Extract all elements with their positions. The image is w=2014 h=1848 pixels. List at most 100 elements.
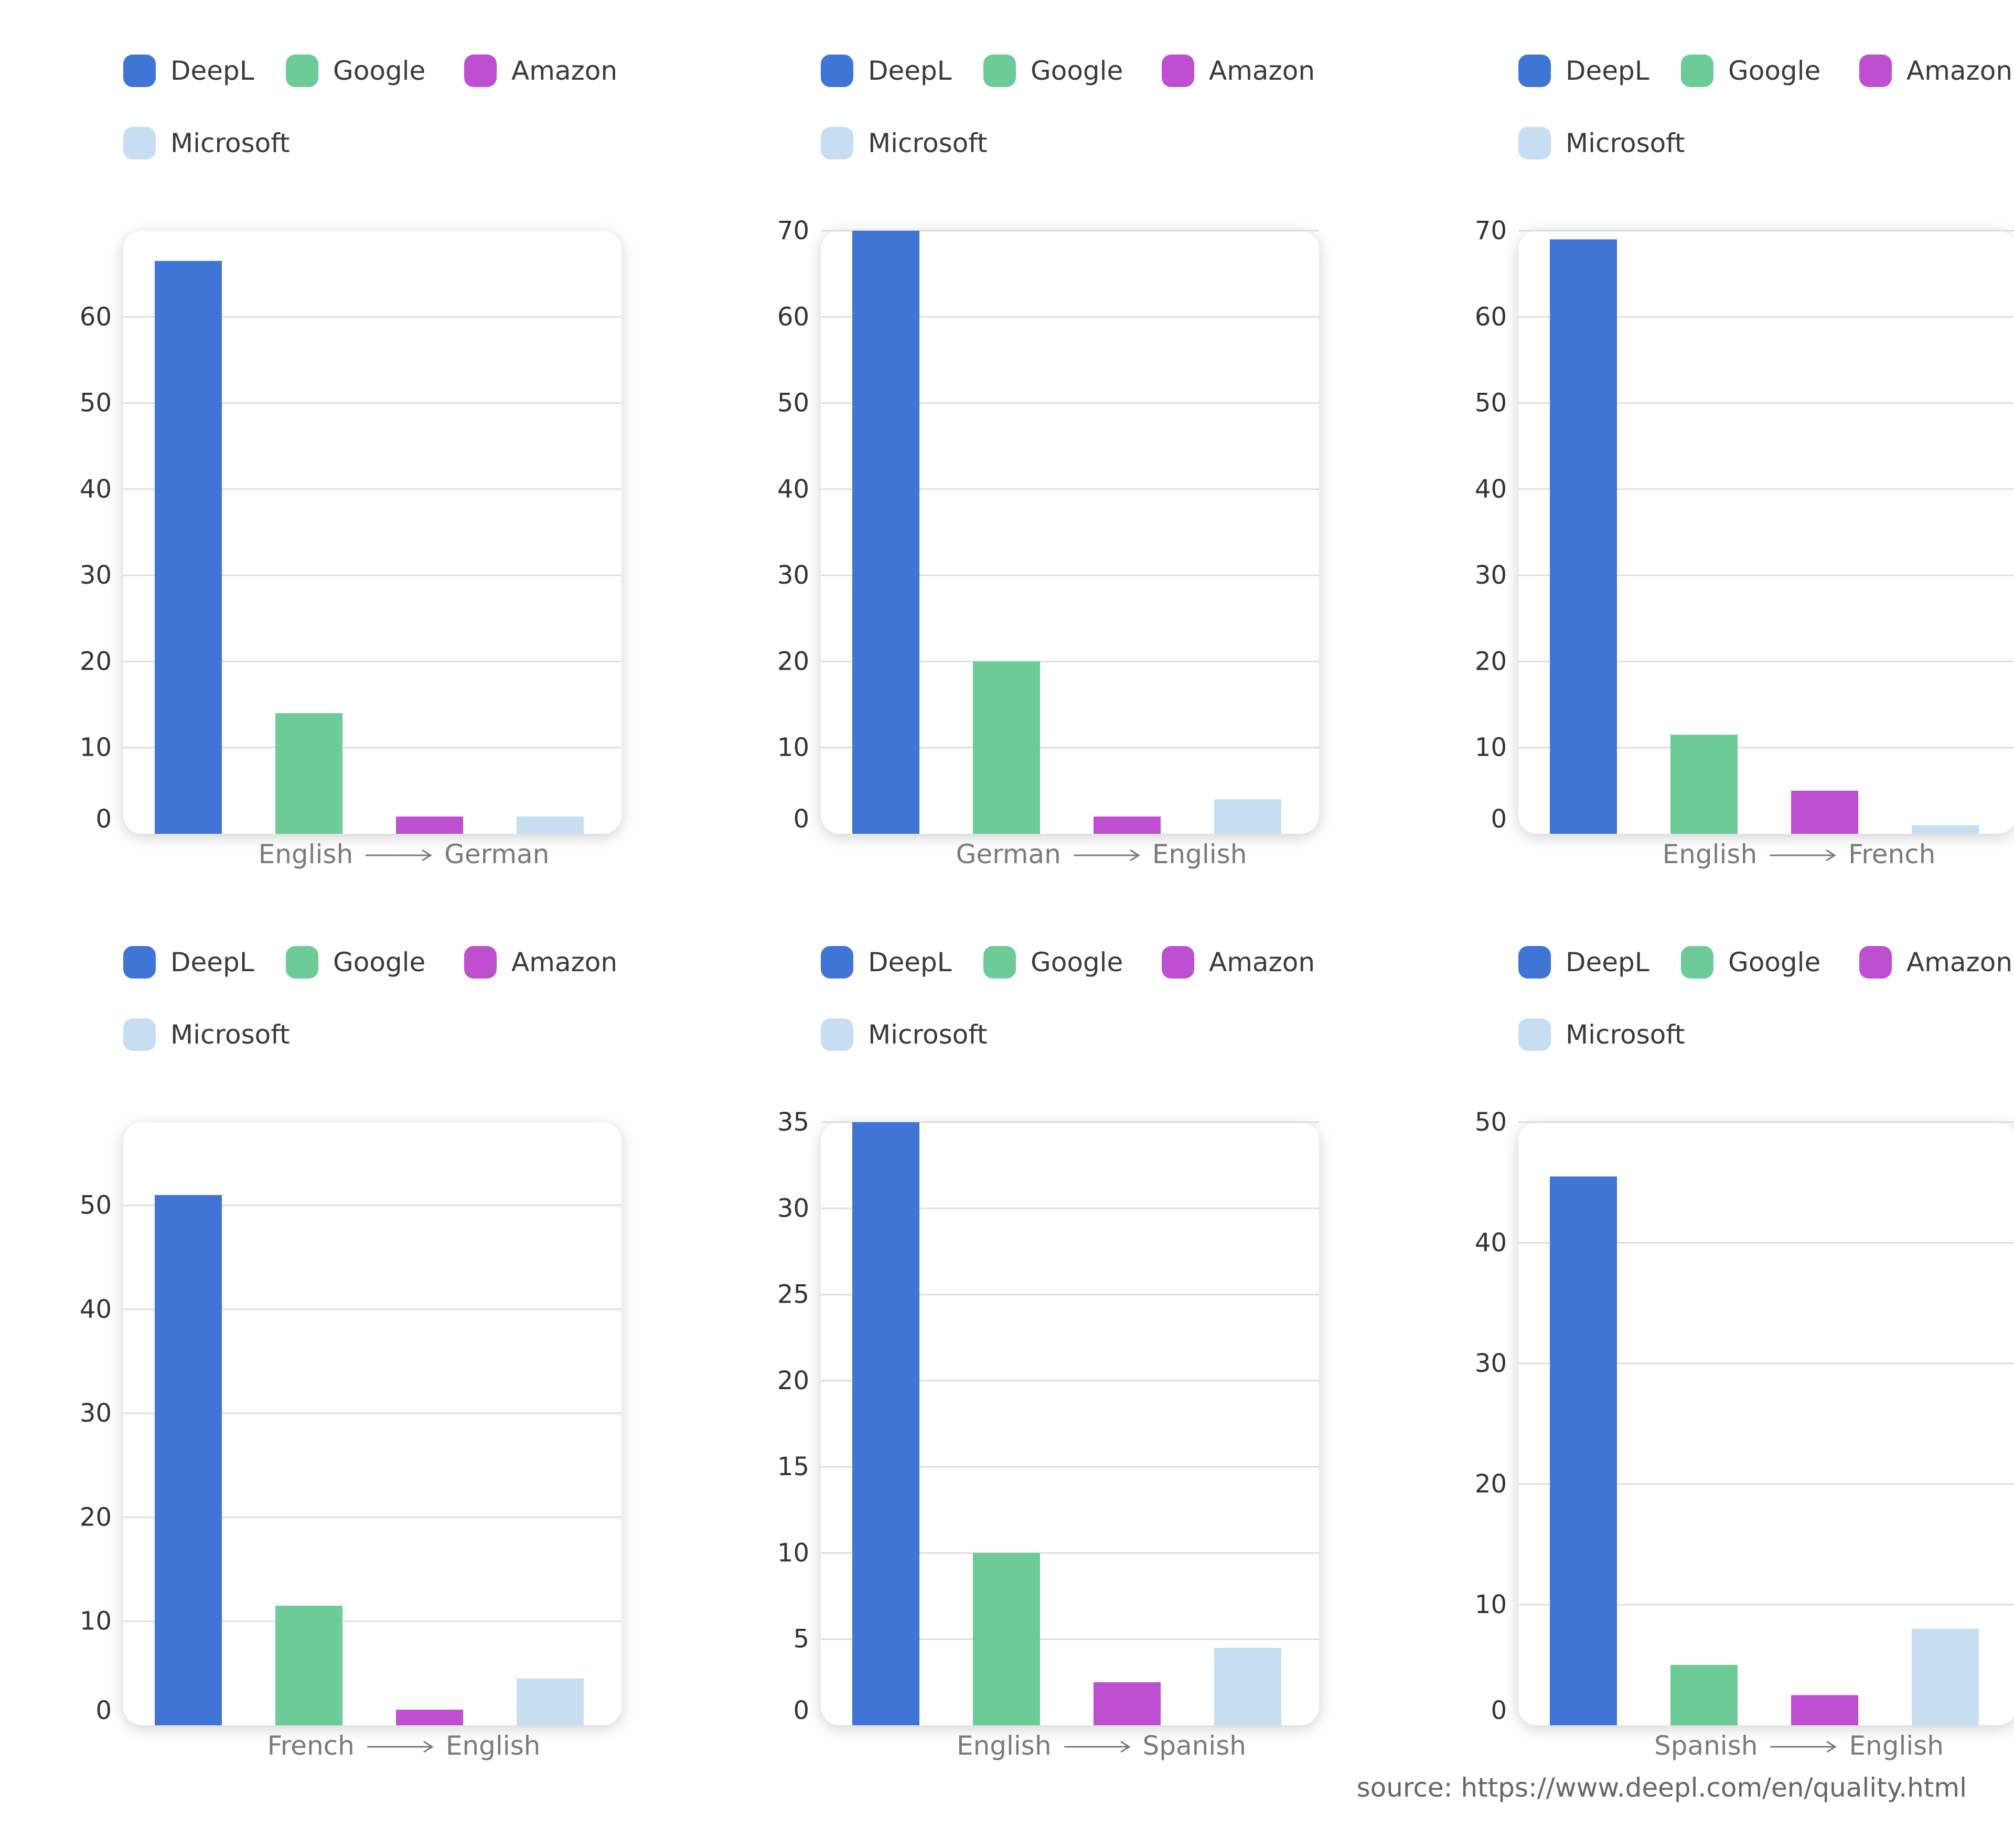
y-tick-label: 0 [1491, 804, 1507, 834]
legend-label: DeepL [868, 947, 952, 977]
legend-label: Microsoft [1566, 128, 1685, 158]
legend-label: Google [333, 56, 426, 86]
legend-swatch [821, 127, 853, 159]
y-tick-label: 30 [80, 561, 112, 590]
y-tick-label: 40 [1475, 475, 1507, 504]
y-tick-label: 10 [1475, 733, 1507, 762]
legend-swatch [464, 55, 497, 87]
legend-swatch [123, 55, 156, 87]
legend-item: Google [286, 52, 425, 89]
legend-item: DeepL [821, 944, 952, 981]
y-tick-label: 0 [793, 1696, 809, 1725]
legend-item: Amazon [1162, 944, 1315, 981]
chart-legend: DeepL Google Amazon Microsoft [771, 31, 1432, 189]
legend-swatch [286, 55, 318, 87]
bar-deepl [852, 1122, 919, 1725]
y-tick-label: 50 [80, 389, 112, 418]
y-tick-label: 0 [1491, 1696, 1507, 1725]
y-tick-label: 60 [80, 302, 112, 331]
bar-google [1670, 1665, 1738, 1725]
source-language: Spanish [1654, 1731, 1758, 1761]
legend-label: Google [1031, 947, 1123, 977]
y-tick-label: 50 [1475, 389, 1507, 418]
legend-label: Google [1031, 56, 1123, 86]
chart-panel: DeepL Google Amazon Microsoft 0 10 20 30 40 50 Fre… [73, 923, 734, 1793]
legend-label: DeepL [1566, 56, 1649, 86]
legend-label: Amazon [511, 56, 618, 86]
long-right-arrow-icon [1769, 1731, 1837, 1761]
bar-deepl [852, 231, 919, 834]
legend-swatch [1518, 946, 1551, 979]
legend-swatch [983, 946, 1016, 979]
y-tick-label: 30 [777, 1194, 809, 1223]
legend-swatch [1681, 55, 1713, 87]
y-tick-label: 10 [777, 1538, 809, 1567]
source-language: English [1662, 839, 1758, 869]
language-pair-caption: English French [1469, 839, 2014, 869]
legend-label: Microsoft [170, 128, 290, 158]
long-right-arrow-icon [1073, 839, 1141, 869]
y-tick-label: 10 [80, 733, 112, 762]
y-tick-label: 10 [777, 733, 809, 762]
legend-swatch [1859, 946, 1892, 979]
legend-item: Microsoft [821, 1016, 988, 1053]
bar-amazon [1791, 790, 1858, 834]
plot-area [1518, 231, 2014, 834]
bar-google [275, 713, 342, 834]
legend-item: Amazon [464, 944, 617, 981]
bar-deepl [155, 261, 222, 834]
y-tick-label: 20 [777, 647, 809, 676]
bar-microsoft [517, 816, 584, 834]
bar-chart: 0 10 20 30 40 50 60 70 [777, 216, 1319, 834]
y-tick-label: 40 [777, 475, 809, 504]
legend-label: DeepL [868, 56, 952, 86]
source-language: English [258, 839, 353, 869]
source-note: source: https://www.deepl.com/en/quality… [1356, 1772, 1967, 1803]
legend-item: Google [1681, 52, 1820, 89]
y-tick-label: 0 [95, 1696, 112, 1725]
y-tick-label: 10 [80, 1607, 112, 1636]
legend-swatch [821, 946, 853, 979]
bar-chart: 0 10 20 30 40 50 60 [80, 231, 622, 834]
chart-panel: DeepL Google Amazon Microsoft 0 5 10 15 20 25 30 35… [771, 923, 1432, 1793]
bar-amazon [1094, 1682, 1161, 1725]
legend-swatch [123, 127, 156, 159]
legend-item: Google [983, 52, 1123, 89]
legend-item: Microsoft [1518, 125, 1685, 162]
bar-chart: 0 10 20 30 40 50 [1475, 1108, 2014, 1725]
y-tick-label: 40 [80, 475, 112, 504]
legend-swatch [821, 1018, 853, 1051]
bar-amazon [396, 816, 463, 834]
legend-label: Amazon [511, 947, 618, 977]
y-tick-label: 20 [80, 1502, 112, 1532]
y-tick-label: 70 [777, 216, 809, 245]
bar-chart: 0 5 10 15 20 25 30 35 [777, 1108, 1319, 1725]
bar-microsoft [1912, 825, 1979, 834]
source-language: French [267, 1731, 355, 1761]
long-right-arrow-icon [1063, 1731, 1131, 1761]
target-language: German [444, 839, 550, 869]
bar-amazon [1791, 1695, 1858, 1725]
y-tick-label: 25 [777, 1280, 809, 1309]
chart-panel: DeepL Google Amazon Microsoft 0 10 20 30 40 50 60 7… [1469, 31, 2014, 902]
language-pair-caption: English Spanish [771, 1731, 1432, 1761]
plot-area [821, 1122, 1319, 1725]
legend-swatch [1681, 946, 1713, 979]
legend-item: DeepL [1518, 944, 1649, 981]
y-tick-label: 0 [95, 804, 112, 834]
legend-swatch [286, 946, 318, 979]
legend-label: Amazon [1209, 56, 1315, 86]
bar-microsoft [1214, 1648, 1281, 1725]
legend-label: Amazon [1906, 56, 2013, 86]
legend-swatch [464, 946, 497, 979]
y-tick-label: 50 [777, 389, 809, 418]
bar-microsoft [1912, 1629, 1979, 1725]
source-language: German [956, 839, 1061, 869]
y-tick-label: 30 [777, 561, 809, 590]
y-tick-label: 70 [1475, 216, 1507, 245]
legend-label: Google [1728, 947, 1821, 977]
chart-legend: DeepL Google Amazon Microsoft [73, 923, 734, 1080]
legend-label: DeepL [170, 947, 254, 977]
legend-item: Google [983, 944, 1123, 981]
legend-item: Microsoft [123, 125, 290, 162]
